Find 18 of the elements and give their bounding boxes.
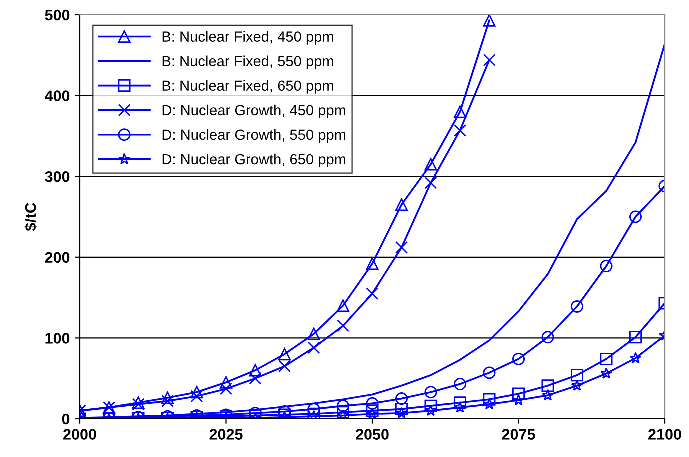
x-tick-label: 2000 xyxy=(64,429,96,440)
x-tick-label: 2050 xyxy=(356,429,389,440)
y-axis-title: $/tC xyxy=(24,202,38,232)
legend-label: D: Nuclear Growth, 550 ppm xyxy=(162,129,346,143)
y-tick-label: 100 xyxy=(46,333,70,344)
x-tick-label: 2100 xyxy=(648,429,682,440)
legend-label: B: Nuclear Fixed, 450 ppm xyxy=(162,31,334,45)
x-tick-label: 2075 xyxy=(502,429,536,440)
y-tick-label: 200 xyxy=(45,252,70,264)
legend-label: D: Nuclear Growth, 650 ppm xyxy=(162,154,346,168)
x-tick-label: 2025 xyxy=(210,429,243,440)
legend-label: D: Nuclear Growth, 450 ppm xyxy=(162,104,346,118)
y-tick-label: 0 xyxy=(62,414,70,425)
legend-label: B: Nuclear Fixed, 650 ppm xyxy=(162,80,334,94)
legend-label: B: Nuclear Fixed, 550 ppm xyxy=(162,56,334,70)
y-tick-label: 500 xyxy=(45,10,70,21)
y-tick-label: 400 xyxy=(45,90,70,102)
y-tick-label: 300 xyxy=(45,171,70,182)
